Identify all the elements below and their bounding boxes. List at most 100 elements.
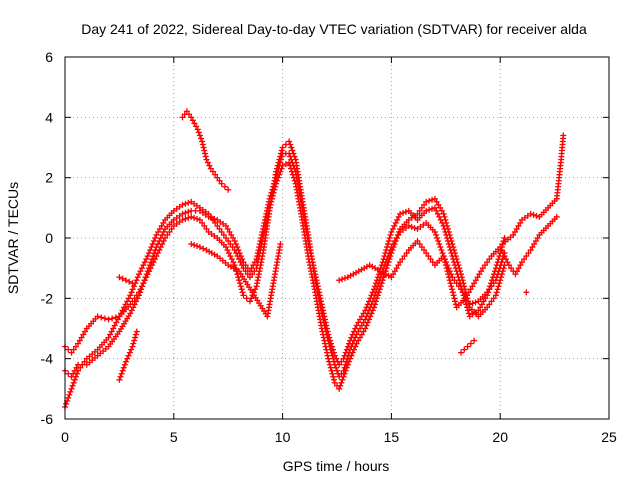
data-point-fill xyxy=(355,319,362,326)
data-point-fill xyxy=(514,268,521,275)
data-point-fill xyxy=(211,215,218,222)
data-point-fill xyxy=(469,283,476,290)
data-point-fill xyxy=(209,168,216,175)
data-point-fill xyxy=(186,111,193,118)
data-point-fill xyxy=(330,373,337,380)
data-point-fill xyxy=(421,247,428,254)
data-point xyxy=(214,222,221,229)
data-point-fill xyxy=(529,244,536,251)
data-point-fill xyxy=(517,219,524,226)
data-point-fill xyxy=(486,286,493,293)
data-point-fill xyxy=(66,391,73,398)
data-point xyxy=(127,310,134,317)
data-point-fill xyxy=(376,286,383,293)
data-point-fill xyxy=(199,219,206,226)
data-point-fill xyxy=(278,153,285,160)
data-point-fill xyxy=(326,361,333,368)
data-point-fill xyxy=(258,235,265,241)
data-point-fill xyxy=(486,256,493,263)
y-tick-label: 0 xyxy=(45,230,53,246)
data-point xyxy=(286,150,293,157)
data-point xyxy=(440,222,447,229)
data-point-fill xyxy=(312,274,319,281)
data-point-fill xyxy=(515,222,522,229)
data-point-fill xyxy=(465,310,472,317)
data-point-fill xyxy=(277,156,284,163)
data-point-fill xyxy=(260,222,267,229)
data-point-fill xyxy=(124,298,131,305)
data-point-fill xyxy=(490,271,497,278)
data-point-fill xyxy=(467,340,474,347)
data-point xyxy=(188,241,195,248)
data-point-fill xyxy=(227,241,234,248)
data-point-fill xyxy=(156,225,163,232)
data-point-fill xyxy=(341,275,348,282)
data-point-fill xyxy=(445,271,452,278)
data-point-fill xyxy=(342,367,349,374)
data-point-fill xyxy=(491,268,498,275)
data-point-fill xyxy=(345,340,352,347)
data-point-fill xyxy=(273,171,280,178)
data-point-fill xyxy=(499,268,506,275)
data-point-fill xyxy=(371,283,378,290)
data-point-fill xyxy=(433,198,440,205)
data-point-fill xyxy=(69,382,76,389)
data-point-fill xyxy=(142,274,149,281)
data-point-fill xyxy=(132,331,139,338)
data-point-fill xyxy=(339,376,346,383)
data-point-fill xyxy=(319,304,326,311)
data-point-fill xyxy=(363,322,370,329)
data-point-fill xyxy=(523,253,530,260)
data-point-fill xyxy=(328,367,335,374)
data-point-fill xyxy=(108,328,115,335)
data-point-fill xyxy=(254,253,261,260)
data-point-fill xyxy=(377,283,384,290)
data-point-fill xyxy=(366,298,373,305)
data-point xyxy=(153,231,160,238)
data-point-fill xyxy=(138,286,145,293)
data-point xyxy=(336,361,343,368)
data-point-fill xyxy=(498,247,505,254)
data-point xyxy=(471,280,478,287)
data-point xyxy=(144,253,151,260)
data-point-fill xyxy=(408,223,415,230)
data-point-fill xyxy=(121,304,128,311)
data-point xyxy=(240,259,247,266)
data-point-fill xyxy=(488,280,495,287)
data-point-fill xyxy=(372,280,379,287)
data-point-fill xyxy=(319,328,326,335)
data-point-fill xyxy=(511,228,518,235)
x-tick-label: 0 xyxy=(61,429,69,445)
data-point xyxy=(440,210,447,217)
data-point-fill xyxy=(258,231,265,238)
y-tick-label: 6 xyxy=(45,49,53,65)
data-point-fill xyxy=(441,225,448,232)
data-point-fill xyxy=(421,201,428,208)
data-point xyxy=(505,262,512,269)
data-point-fill xyxy=(331,376,338,383)
data-point-fill xyxy=(358,313,365,320)
data-point-fill xyxy=(118,370,125,377)
data-point-fill xyxy=(344,361,351,368)
data-point-fill xyxy=(338,358,345,365)
data-point-fill xyxy=(128,346,135,353)
data-point xyxy=(188,114,195,121)
data-point-fill xyxy=(239,256,246,263)
data-point xyxy=(194,126,201,133)
data-point xyxy=(135,271,142,278)
data-point-fill xyxy=(389,225,396,232)
data-point-fill xyxy=(216,225,223,232)
data-point xyxy=(199,138,206,145)
data-point-fill xyxy=(329,343,336,350)
data-point xyxy=(153,244,160,251)
data-point-fill xyxy=(426,197,433,204)
data-point xyxy=(183,108,190,115)
data-point-fill xyxy=(160,228,167,235)
data-point-fill xyxy=(363,304,370,311)
data-point-fill xyxy=(429,259,436,266)
data-point-fill xyxy=(256,241,263,248)
data-point-fill xyxy=(226,228,233,235)
data-point-fill xyxy=(326,358,333,365)
data-point-fill xyxy=(453,268,460,275)
data-point xyxy=(347,355,354,362)
